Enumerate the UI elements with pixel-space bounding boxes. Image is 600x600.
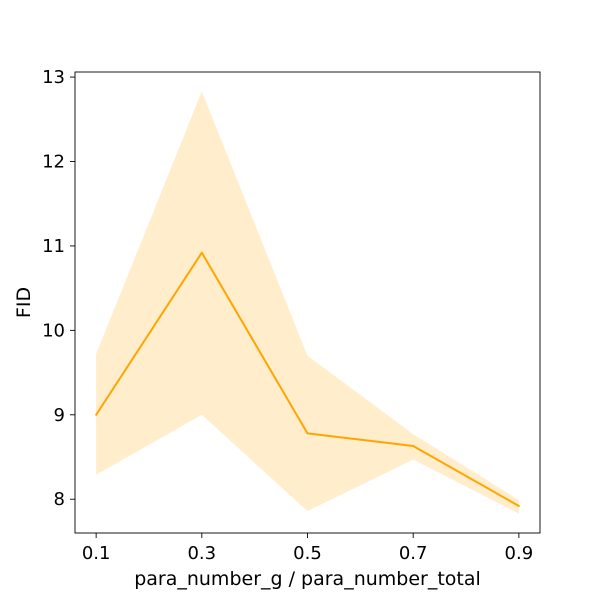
y-tick-label: 11 [42,236,65,257]
y-tick-label: 8 [54,489,65,510]
y-tick-label: 13 [42,67,65,88]
x-axis-ticks: 0.1 0.3 0.5 0.7 0.9 [82,533,533,564]
x-tick-label: 0.1 [82,543,111,564]
y-axis-label: FID [13,287,35,318]
y-tick-label: 10 [42,320,65,341]
y-tick-label: 9 [54,405,65,426]
x-tick-label: 0.9 [505,543,534,564]
x-tick-label: 0.5 [293,543,322,564]
y-tick-label: 12 [42,151,65,172]
confidence-band-0 [96,91,519,514]
plot-area [95,91,520,514]
y-axis-ticks: 8 9 10 11 12 13 [42,67,75,510]
x-tick-label: 0.7 [399,543,428,564]
x-axis-label: para_number_g / para_number_total [134,568,481,590]
x-tick-label: 0.3 [187,543,216,564]
